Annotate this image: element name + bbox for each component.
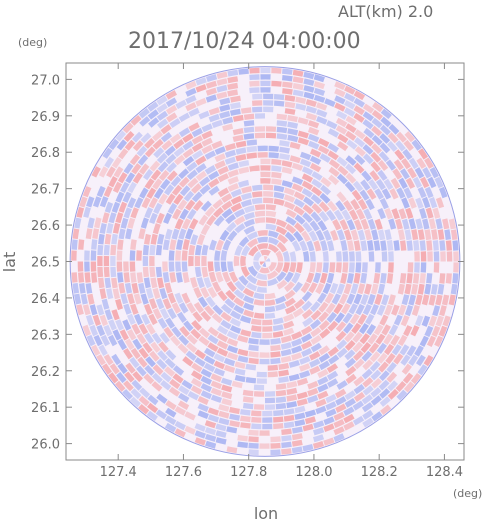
y-tick-label: 26.8 — [31, 146, 60, 161]
x-tick-label: 127.4 — [100, 465, 137, 480]
y-tick-label: 26.0 — [31, 438, 60, 453]
y-tick-label: 26.3 — [31, 328, 60, 343]
altitude-label: ALT(km) 2.0 — [338, 2, 433, 21]
y-axis-unit: (deg) — [18, 36, 47, 49]
x-axis-label: lon — [254, 504, 278, 521]
x-tick-label: 128.2 — [361, 465, 398, 480]
y-axis-label: lat — [0, 252, 19, 273]
y-tick-label: 26.5 — [31, 256, 60, 271]
y-tick-label: 26.7 — [31, 183, 60, 198]
y-tick-label: 26.6 — [31, 219, 60, 234]
y-tick-label: 26.9 — [31, 110, 60, 125]
y-tick-label: 26.1 — [31, 401, 60, 416]
x-tick-label: 127.6 — [165, 465, 202, 480]
y-tick-label: 26.2 — [31, 365, 60, 380]
x-tick-label: 128.0 — [295, 465, 332, 480]
axis-ticks: 127.4 127.6 127.8 128.0 128.2 128.4 26.0 26.1 26… — [31, 63, 464, 480]
chart-title: 2017/10/24 04:00:00 — [128, 29, 361, 54]
x-tick-label: 128.4 — [426, 465, 463, 480]
x-tick-label: 127.8 — [230, 465, 267, 480]
radial-field — [70, 66, 460, 457]
y-tick-label: 27.0 — [31, 73, 60, 88]
y-tick-label: 26.4 — [31, 292, 60, 307]
x-axis-unit: (deg) — [453, 487, 482, 500]
